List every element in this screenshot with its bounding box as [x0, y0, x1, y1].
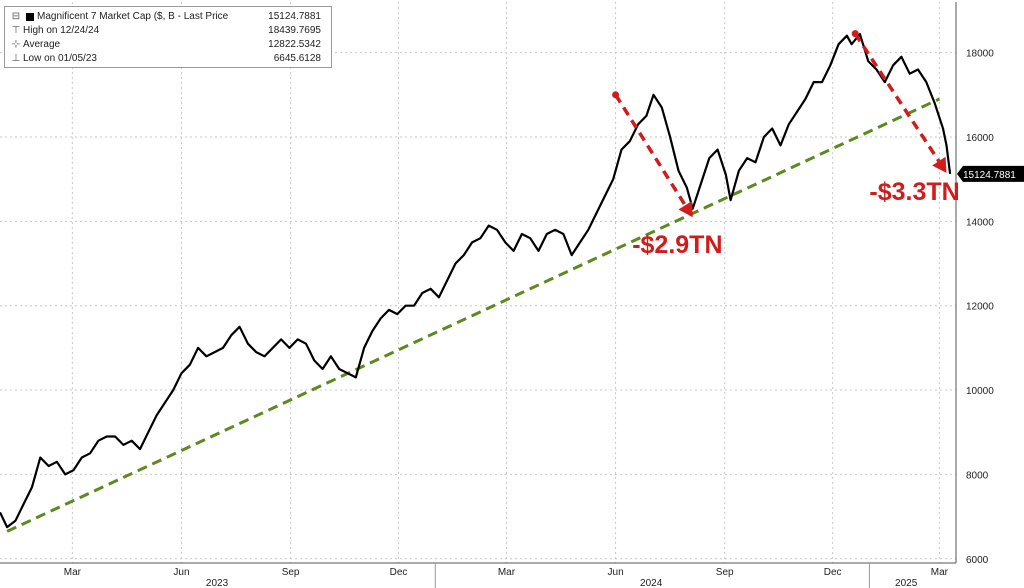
y-tick-label: 6000 — [966, 555, 989, 566]
legend-high-label: High on 12/24/24 — [23, 25, 100, 36]
annotation-arrow-shaft — [614, 93, 687, 207]
last-price-tag — [957, 165, 1024, 182]
legend-row-low: ⊥ Low on 01/05/23 6645.6128 — [9, 52, 327, 66]
expand-icon[interactable]: ⊟ — [11, 11, 21, 22]
legend-series-value: 15124.7881 — [268, 11, 321, 22]
average-marker-icon: ⊹ — [11, 39, 21, 50]
year-label: 2024 — [640, 578, 663, 588]
annotation-arrow-head — [678, 201, 693, 218]
x-tick-label: Dec — [824, 567, 842, 578]
year-label: 2025 — [895, 578, 918, 588]
legend-low-label: Low on 01/05/23 — [23, 53, 97, 64]
series-swatch — [26, 13, 34, 21]
legend-low-value: 6645.6128 — [273, 53, 321, 64]
y-tick-label: 12000 — [966, 302, 994, 313]
legend-high-value: 18439.7695 — [268, 25, 321, 36]
annotation-label: -$2.9TN — [632, 231, 722, 259]
x-tick-label: Dec — [390, 567, 408, 578]
x-tick-label: Sep — [282, 567, 300, 578]
legend-average-value: 12822.5342 — [268, 39, 321, 50]
legend-row-series: ⊟ Magnificent 7 Market Cap ($, B - Last … — [9, 10, 327, 24]
trendline — [6, 97, 941, 533]
legend-series-label: Magnificent 7 Market Cap ($, B - Last Pr… — [37, 11, 229, 22]
x-tick-label: Sep — [716, 567, 734, 578]
y-tick-label: 14000 — [966, 217, 994, 228]
series-line — [0, 32, 952, 529]
last-price-label: 15124.7881 — [963, 170, 1016, 181]
annotation-label: -$3.3TN — [869, 178, 959, 206]
x-tick-label: Mar — [64, 567, 82, 578]
x-tick-label: Jun — [173, 567, 189, 578]
legend: ⊟ Magnificent 7 Market Cap ($, B - Last … — [4, 6, 332, 68]
legend-row-high: ⊤ High on 12/24/24 18439.7695 — [9, 24, 327, 38]
low-marker-icon: ⊥ — [11, 53, 21, 64]
annotation-arrow-shaft — [853, 32, 941, 163]
y-tick-label: 18000 — [966, 49, 994, 60]
annotation-arrow-head — [932, 156, 947, 173]
x-tick-label: Jun — [608, 567, 624, 578]
legend-row-average: ⊹ Average 12822.5342 — [9, 38, 327, 52]
y-tick-label: 10000 — [966, 386, 994, 397]
x-tick-label: Mar — [498, 567, 516, 578]
year-label: 2023 — [206, 578, 229, 588]
x-tick-label: Mar — [931, 567, 949, 578]
legend-average-label: Average — [23, 39, 61, 50]
y-tick-label: 16000 — [966, 133, 994, 144]
y-tick-label: 8000 — [966, 470, 989, 481]
high-marker-icon: ⊤ — [11, 25, 21, 36]
